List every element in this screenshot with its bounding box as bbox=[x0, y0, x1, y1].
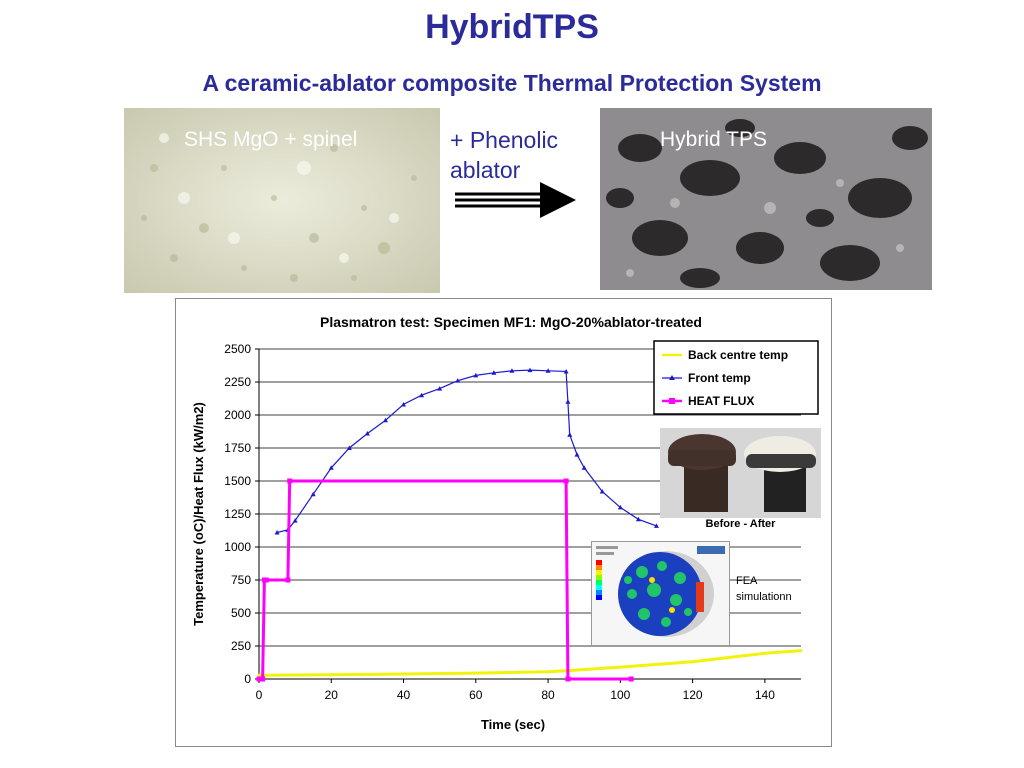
heat-flux-point bbox=[565, 676, 571, 682]
page-subtitle: A ceramic-ablator composite Thermal Prot… bbox=[202, 70, 822, 96]
y-tick-label: 750 bbox=[231, 573, 251, 587]
front-temp-line bbox=[276, 369, 657, 534]
back-temp-point bbox=[691, 660, 695, 664]
back-centre-temp-line bbox=[258, 649, 802, 677]
fea-caption-line2: simulationn bbox=[736, 591, 792, 603]
front-temp-point bbox=[653, 523, 659, 528]
front-temp-point bbox=[567, 432, 573, 437]
legend-marker-2 bbox=[669, 375, 675, 380]
ceramic-photo-label: SHS MgO + spinel bbox=[184, 128, 358, 151]
heat-flux-point bbox=[263, 577, 269, 583]
chart-legend: Back centre temp Front temp HEAT FLUX bbox=[653, 340, 819, 415]
front-temp-point bbox=[274, 529, 280, 535]
plasmatron-chart: Plasmatron test: Specimen MF1: MgO-20%ab… bbox=[175, 298, 832, 747]
back-temp-point bbox=[546, 670, 550, 674]
front-temp-point bbox=[545, 368, 551, 373]
y-tick-label: 1750 bbox=[224, 441, 251, 455]
front-temp-point bbox=[527, 367, 533, 373]
front-temp-point bbox=[310, 491, 316, 497]
x-tick-label: 80 bbox=[541, 688, 555, 702]
front-temp-point bbox=[565, 399, 571, 404]
hybrid-tps-photo: Hybrid TPS bbox=[600, 108, 932, 290]
x-tick-label: 120 bbox=[683, 688, 703, 702]
y-axis-label: Temperature (oC)/Heat Flux (kW/m2) bbox=[191, 402, 206, 626]
fea-simulation-image bbox=[591, 541, 730, 646]
y-tick-label: 500 bbox=[231, 606, 251, 620]
x-axis-label: Time (sec) bbox=[481, 717, 545, 732]
heat-flux-point bbox=[563, 478, 569, 484]
before-after-caption: Before - After bbox=[705, 518, 776, 530]
heat-flux-point bbox=[285, 577, 291, 583]
front-temp-point bbox=[419, 392, 425, 398]
heat-flux-point bbox=[628, 676, 634, 682]
back-temp-point bbox=[402, 672, 406, 676]
front-temp-point bbox=[509, 368, 515, 373]
back-temp-point bbox=[799, 649, 803, 653]
heat-flux-point bbox=[287, 478, 293, 484]
y-tick-label: 2000 bbox=[224, 408, 251, 422]
front-temp-point bbox=[491, 370, 497, 375]
front-temp-point bbox=[563, 368, 569, 374]
x-tick-label: 20 bbox=[325, 688, 339, 702]
y-tick-label: 2250 bbox=[224, 375, 251, 389]
back-temp-point bbox=[474, 671, 478, 675]
back-temp-point bbox=[329, 673, 333, 677]
front-temp-point bbox=[581, 465, 587, 470]
front-temp-point bbox=[364, 430, 370, 436]
heat-flux-point bbox=[256, 676, 262, 682]
y-tick-label: 250 bbox=[231, 639, 251, 653]
y-tick-label: 1500 bbox=[224, 474, 251, 488]
chart-title: Plasmatron test: Specimen MF1: MgO-20%ab… bbox=[320, 314, 702, 330]
front-temp-point bbox=[437, 386, 443, 391]
front-temp-point bbox=[455, 378, 461, 383]
front-temp-point bbox=[382, 417, 388, 423]
front-temp-point bbox=[346, 445, 352, 450]
front-temp-point bbox=[292, 518, 298, 523]
page-title: HybridTPS bbox=[425, 8, 599, 46]
back-temp-point bbox=[618, 665, 622, 669]
legend-label-3: HEAT FLUX bbox=[688, 394, 754, 408]
front-temp-point bbox=[635, 516, 641, 522]
x-tick-label: 60 bbox=[469, 688, 483, 702]
y-tick-label: 0 bbox=[244, 672, 251, 686]
x-tick-label: 100 bbox=[610, 688, 630, 702]
x-tick-label: 40 bbox=[397, 688, 411, 702]
front-temp-point bbox=[617, 504, 623, 510]
legend-label-2: Front temp bbox=[688, 371, 751, 385]
front-temp-point bbox=[473, 372, 479, 378]
double-arrow-icon bbox=[455, 182, 576, 218]
y-tick-label: 2500 bbox=[224, 342, 251, 356]
chart-svg: Plasmatron test: Specimen MF1: MgO-20%ab… bbox=[191, 314, 819, 732]
x-tick-label: 0 bbox=[256, 688, 263, 702]
x-tick-label: 140 bbox=[755, 688, 775, 702]
process-label-line1: + Phenolic bbox=[450, 127, 559, 153]
front-temp-point bbox=[599, 489, 605, 494]
legend-label-1: Back centre temp bbox=[688, 348, 788, 362]
front-temp-point bbox=[328, 465, 334, 470]
heat-flux-point bbox=[260, 676, 266, 682]
before-after-photo bbox=[660, 428, 821, 518]
legend-marker-3 bbox=[669, 398, 675, 404]
back-temp-point bbox=[763, 651, 767, 655]
back-temp-point bbox=[257, 673, 261, 677]
front-temp-point bbox=[401, 401, 407, 407]
hybrid-photo-label: Hybrid TPS bbox=[660, 128, 767, 151]
y-tick-label: 1250 bbox=[224, 507, 251, 521]
ceramic-foam-photo: SHS MgO + spinel bbox=[124, 108, 440, 293]
fea-caption-line1: FEA bbox=[736, 575, 758, 587]
y-tick-label: 1000 bbox=[224, 540, 251, 554]
front-temp-point bbox=[574, 452, 580, 457]
process-label-line2: ablator bbox=[450, 157, 521, 183]
